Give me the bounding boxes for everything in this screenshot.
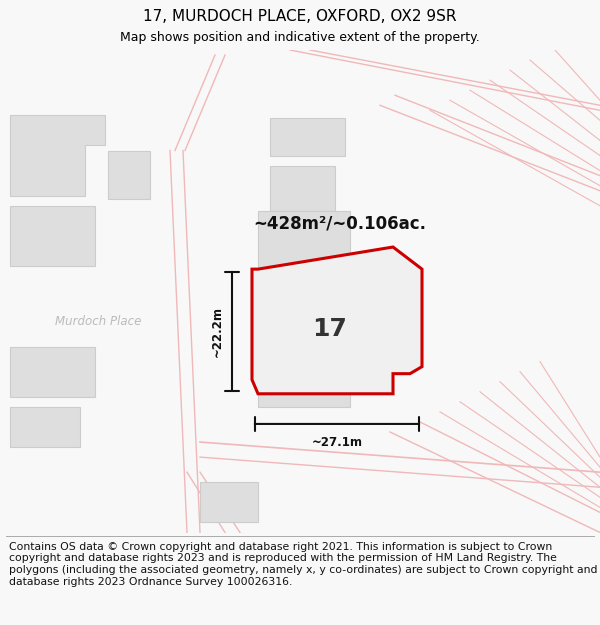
Polygon shape [10, 206, 95, 266]
Text: ~428m²/~0.106ac.: ~428m²/~0.106ac. [254, 215, 427, 233]
Text: ~22.2m: ~22.2m [211, 306, 224, 357]
Text: ~27.1m: ~27.1m [311, 436, 362, 449]
Polygon shape [258, 211, 350, 407]
Text: Contains OS data © Crown copyright and database right 2021. This information is : Contains OS data © Crown copyright and d… [9, 542, 598, 586]
Text: 17, MURDOCH PLACE, OXFORD, OX2 9SR: 17, MURDOCH PLACE, OXFORD, OX2 9SR [143, 9, 457, 24]
Text: 17: 17 [313, 318, 347, 341]
Polygon shape [252, 247, 422, 394]
Polygon shape [10, 116, 105, 196]
Polygon shape [270, 166, 335, 211]
Text: Murdoch Place: Murdoch Place [55, 315, 141, 328]
Polygon shape [10, 346, 95, 397]
Polygon shape [270, 118, 345, 156]
Polygon shape [10, 407, 80, 447]
Polygon shape [200, 482, 258, 522]
Text: Map shows position and indicative extent of the property.: Map shows position and indicative extent… [120, 31, 480, 44]
Polygon shape [108, 151, 150, 199]
